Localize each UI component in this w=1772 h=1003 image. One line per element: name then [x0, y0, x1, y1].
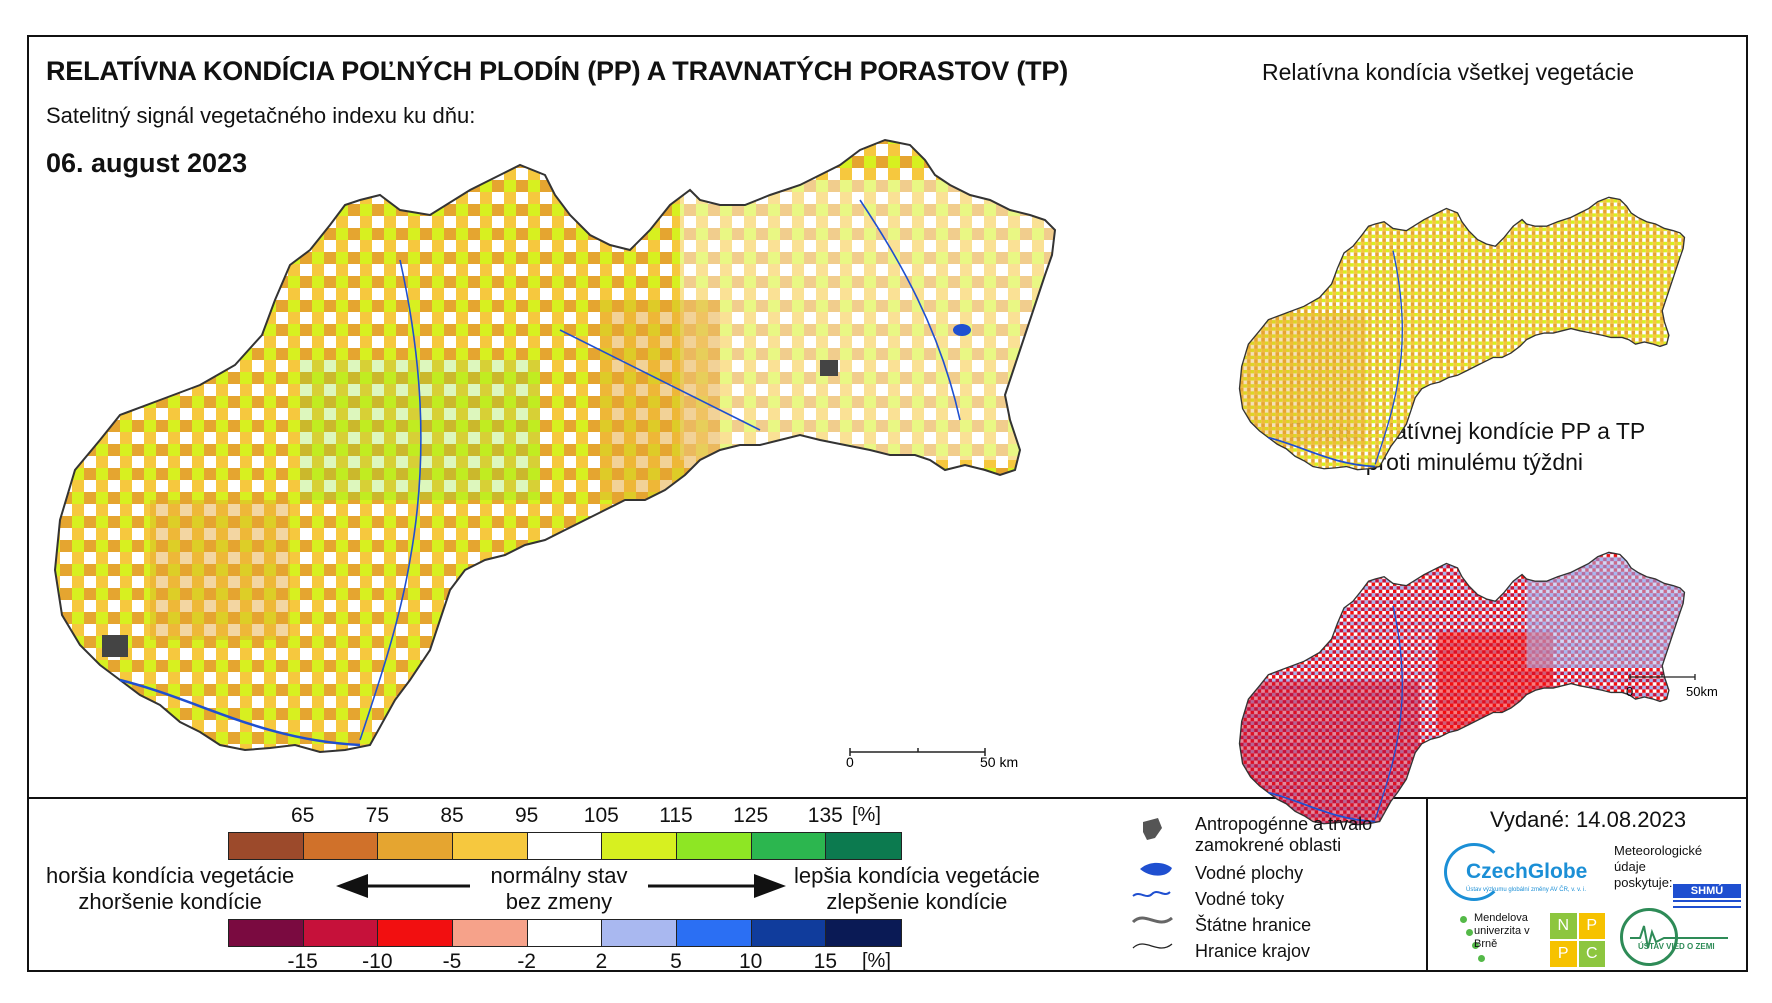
right-arrow — [648, 874, 786, 898]
region-border-label: Hranice krajov — [1195, 941, 1311, 961]
footer-divider — [1426, 797, 1428, 972]
tick-label: 2 — [595, 950, 608, 973]
reservoir — [953, 324, 971, 336]
main-scale-start: 0 — [846, 754, 854, 770]
map-date: 06. august 2023 — [46, 148, 248, 178]
condition-swatch — [303, 833, 379, 859]
tick-label: -10 — [362, 950, 393, 973]
czechglobe-logo: CzechGlobe Ústav výzkumu globální změny … — [1444, 843, 1612, 903]
change-swatch — [303, 920, 379, 946]
condition-swatch — [229, 833, 304, 859]
czechglobe-subtitle: Ústav výzkumu globální změny AV ČR, v. v… — [1466, 887, 1587, 893]
state-border-label: Štátne hranice — [1195, 915, 1312, 935]
normal-label: normálny stav bez zmeny — [479, 863, 639, 915]
condition-swatch — [452, 833, 528, 859]
legend-divider — [27, 797, 1748, 799]
region-border-icon — [1132, 943, 1173, 949]
mini-scale-bar — [1629, 674, 1696, 680]
change-swatch — [751, 920, 827, 946]
main-scale-end: 50 km — [980, 754, 1018, 770]
better-text-2: zlepšenie kondície — [826, 889, 1008, 914]
water-stream-icon — [1132, 891, 1171, 897]
change-swatch — [527, 920, 603, 946]
anthropogenic-label: Antropogénne a trvalo zamokrené oblasti — [1195, 814, 1373, 855]
shmu-name: SHMÚ — [1673, 884, 1741, 898]
issued-date: Vydané: 14.08.2023 — [1490, 807, 1687, 832]
water-body-icon — [1140, 862, 1172, 876]
change-swatch — [452, 920, 528, 946]
tick-label: -15 — [287, 950, 318, 973]
normal-text-2: bez zmeny — [505, 889, 613, 914]
worse-text-2: zhoršenie kondície — [78, 889, 262, 914]
condition-swatch — [378, 833, 453, 859]
condition-color-bar — [228, 832, 902, 860]
nppc-letter-n: N — [1550, 913, 1577, 939]
anthropogenic-icon — [1143, 818, 1162, 840]
bratislava-area — [102, 635, 128, 657]
mendelu-logo: Mendelova univerzita v Brně — [1460, 912, 1540, 967]
uvz-name: ÚSTAV VIED O ZEMI — [1638, 942, 1715, 951]
condition-unit: [%] — [852, 804, 881, 826]
condition-swatch — [527, 833, 603, 859]
mini-scale-start: 0 — [1626, 684, 1633, 699]
water-bodies-label: Vodné plochy — [1195, 863, 1304, 883]
main-scale-bar — [849, 748, 986, 756]
tick-label: 105 — [583, 804, 619, 827]
shmu-logo: SHMÚ — [1673, 872, 1743, 908]
condition-swatch — [826, 833, 901, 859]
uvz-logo: ÚSTAV VIED O ZEMI — [1620, 908, 1730, 968]
main-condition-map — [54, 139, 1056, 753]
worse-label: horšia kondícia vegetácie zhoršenie kond… — [46, 863, 294, 915]
change-swatch — [229, 920, 304, 946]
czechglobe-name: CzechGlobe — [1466, 860, 1588, 883]
condition-swatch — [676, 833, 752, 859]
tick-label: 95 — [514, 804, 539, 827]
page-subtitle: Satelitný signál vegetačného indexu ku d… — [46, 103, 476, 128]
change-swatch — [602, 920, 677, 946]
normal-text-1: normálny stav — [490, 863, 628, 888]
vegetation-mini-map — [1238, 196, 1686, 471]
left-arrow — [336, 874, 470, 898]
change-mini-map — [1238, 551, 1686, 826]
nppc-letter-p1: P — [1578, 913, 1605, 939]
better-text-1: lepšia kondícia vegetácie — [794, 863, 1040, 888]
tick-label: 15 — [813, 950, 838, 973]
nppc-letter-c: C — [1578, 941, 1605, 967]
kosice-area — [820, 360, 838, 376]
nppc-logo: N P P C — [1550, 913, 1605, 967]
vah-river — [359, 259, 422, 741]
ondava-river — [859, 199, 961, 421]
hron-river — [559, 329, 761, 431]
meteo-text: Meteorologické údaje poskytuje: — [1614, 843, 1703, 890]
tick-label: 85 — [440, 804, 464, 827]
change-swatch — [826, 920, 901, 946]
change-swatch — [676, 920, 752, 946]
danube-river — [119, 678, 361, 747]
mendelu-name: Mendelova univerzita v Brně — [1474, 912, 1530, 950]
water-streams-label: Vodné toky — [1195, 889, 1285, 909]
change-swatch — [378, 920, 453, 946]
state-border-icon — [1131, 916, 1173, 924]
tick-label: 115 — [659, 804, 693, 827]
tick-label: 65 — [290, 804, 315, 827]
better-label: lepšia kondícia vegetácie zlepšenie kond… — [794, 863, 1040, 915]
condition-swatch — [602, 833, 677, 859]
change-unit: [%] — [862, 950, 891, 972]
worse-text-1: horšia kondícia vegetácie — [46, 863, 295, 888]
page-title: RELATÍVNA KONDÍCIA POĽNÝCH PLODÍN (PP) A… — [46, 56, 1069, 86]
nppc-letter-p2: P — [1550, 941, 1577, 967]
tick-label: 10 — [738, 950, 763, 973]
tick-label: 75 — [365, 804, 390, 827]
tick-label: 135 — [807, 804, 843, 827]
change-color-bar — [228, 919, 902, 947]
condition-swatch — [751, 833, 827, 859]
tick-label: -5 — [442, 950, 462, 973]
tick-label: 125 — [733, 804, 769, 827]
tick-label: -2 — [517, 950, 536, 973]
tick-label: 5 — [670, 950, 682, 973]
vegetation-map-title: Relatívna kondícia všetkej vegetácie — [1262, 59, 1635, 85]
mini-scale-end: 50km — [1686, 684, 1718, 699]
